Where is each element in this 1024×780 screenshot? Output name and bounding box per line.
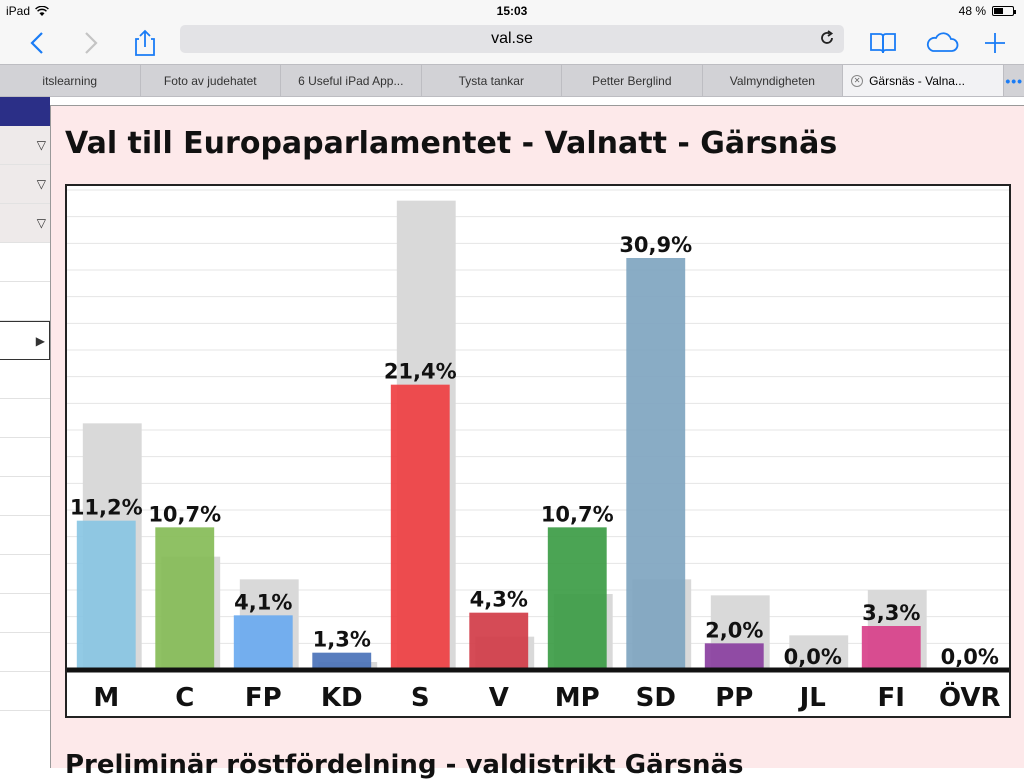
category-label: MP <box>555 683 600 713</box>
sidebar-item[interactable] <box>0 399 50 438</box>
tab-itslearning[interactable]: itslearning <box>0 65 141 96</box>
category-label: PP <box>715 683 753 713</box>
tab-petter-berglind[interactable]: Petter Berglind <box>562 65 703 96</box>
data-label: 0,0% <box>784 645 842 669</box>
sidebar-item-selected[interactable]: ▶ <box>0 321 50 360</box>
back-icon[interactable] <box>22 28 52 58</box>
bar-s <box>390 384 450 670</box>
page-title: Val till Europaparlamentet - Valnatt - G… <box>65 126 838 161</box>
tab-useful-ipad-apps[interactable]: 6 Useful iPad App... <box>281 65 422 96</box>
tab-label: Foto av judehatet <box>163 73 257 88</box>
category-label: V <box>489 683 509 713</box>
wifi-icon <box>35 5 49 16</box>
data-label: 10,7% <box>541 502 614 526</box>
tab-label: Tysta tankar <box>458 73 524 88</box>
url-text: val.se <box>491 30 533 47</box>
previous-result-bar <box>789 635 849 670</box>
icloud-tabs-icon[interactable] <box>924 28 960 58</box>
tab-label: itslearning <box>42 73 98 88</box>
sidebar-item[interactable] <box>0 243 50 282</box>
tab-label: Petter Berglind <box>592 73 672 88</box>
tab-foto-av-judehatet[interactable]: Foto av judehatet <box>141 65 282 96</box>
data-label: 4,1% <box>234 590 292 614</box>
bar-pp <box>704 643 764 670</box>
category-label: JL <box>798 683 826 713</box>
status-bar: iPad 15:03 48 % <box>0 0 1024 22</box>
sidebar: ▽ ▽ ▽ ▶ <box>0 97 50 768</box>
bar-sd <box>626 258 686 670</box>
sidebar-item[interactable] <box>0 282 50 321</box>
reload-icon[interactable] <box>818 29 836 52</box>
sidebar-item[interactable] <box>0 633 50 672</box>
category-label: SD <box>636 683 676 713</box>
tab-valmyndigheten[interactable]: Valmyndigheten <box>703 65 844 96</box>
chevron-down-icon: ▽ <box>36 138 46 152</box>
address-bar[interactable]: val.se <box>180 25 844 53</box>
browser-toolbar: val.se <box>0 22 1024 64</box>
category-label: M <box>93 683 119 713</box>
new-tab-icon[interactable] <box>980 28 1010 58</box>
more-tabs-icon[interactable]: ••• <box>1005 72 1024 89</box>
bar-m <box>76 520 136 670</box>
forward-icon[interactable] <box>76 28 106 58</box>
device-label: iPad <box>6 4 31 18</box>
data-label: 4,3% <box>470 588 528 612</box>
battery-fill <box>994 8 1003 14</box>
caret-right-icon: ▶ <box>35 333 45 348</box>
sidebar-item[interactable]: ▽ <box>0 204 50 243</box>
data-label: 10,7% <box>148 502 221 526</box>
tab-garsnas[interactable]: ✕ Gärsnäs - Valna... <box>843 65 1005 96</box>
bar-fi <box>861 626 921 670</box>
chevron-down-icon: ▽ <box>36 216 46 230</box>
data-label: 11,2% <box>70 496 143 520</box>
sidebar-item[interactable] <box>0 516 50 555</box>
data-label: 0,0% <box>941 645 999 669</box>
tab-bar: itslearning Foto av judehatet 6 Useful i… <box>0 64 1024 97</box>
tab-label: 6 Useful iPad App... <box>298 73 404 88</box>
results-chart: 11,2% 10,7% 4,1% 1,3% 21,4% 4,3% 10,7% 30,9% 2,0… <box>65 184 1011 718</box>
data-label: 1,3% <box>313 628 371 652</box>
data-label: 21,4% <box>384 360 457 384</box>
bar-fp <box>233 615 293 670</box>
data-label: 30,9% <box>619 233 692 257</box>
section-heading: Preliminär röstfördelning - valdistrikt … <box>65 750 744 780</box>
category-label: C <box>175 683 194 713</box>
sidebar-item[interactable] <box>0 477 50 516</box>
bar-c <box>155 527 215 670</box>
bookmarks-icon[interactable] <box>868 28 898 58</box>
clock: 15:03 <box>496 4 528 18</box>
sidebar-item[interactable] <box>0 360 50 399</box>
battery-icon <box>992 6 1016 16</box>
share-icon[interactable] <box>130 28 160 58</box>
bar-chart-svg: 11,2% 10,7%4,1%1,3%21,4%4,3%10,7%30,9%2,0… <box>67 189 1009 713</box>
close-tab-icon[interactable]: ✕ <box>851 74 864 87</box>
category-label: S <box>411 683 430 713</box>
sidebar-header <box>0 97 50 126</box>
category-label: FI <box>878 683 905 713</box>
sidebar-item[interactable] <box>0 555 50 594</box>
data-label: 2,0% <box>705 618 763 642</box>
tab-tysta-tankar[interactable]: Tysta tankar <box>422 65 563 96</box>
tab-label: Valmyndigheten <box>729 73 815 88</box>
sidebar-item[interactable]: ▽ <box>0 126 50 165</box>
category-label: KD <box>321 683 363 713</box>
battery-percent: 48 % <box>958 4 986 18</box>
page-content: Val till Europaparlamentet - Valnatt - G… <box>50 105 1024 780</box>
category-label: ÖVR <box>939 680 1001 713</box>
bar-kd <box>312 652 372 670</box>
bar-v <box>469 612 529 670</box>
sidebar-item[interactable] <box>0 438 50 477</box>
category-label: FP <box>245 683 282 713</box>
tab-label: Gärsnäs - Valna... <box>869 73 965 88</box>
sidebar-item[interactable] <box>0 594 50 633</box>
sidebar-item[interactable] <box>0 672 50 711</box>
bar-mp <box>547 527 607 670</box>
sidebar-item[interactable]: ▽ <box>0 165 50 204</box>
chevron-down-icon: ▽ <box>36 177 46 191</box>
data-label: 3,3% <box>862 601 920 625</box>
